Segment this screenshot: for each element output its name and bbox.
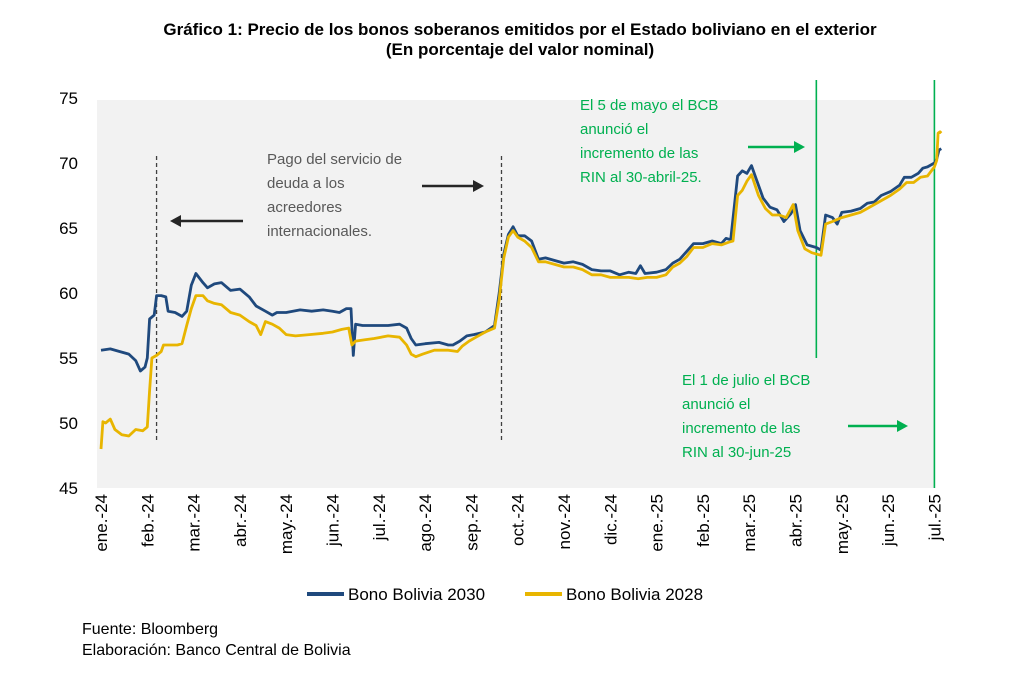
chart-title: Gráfico 1: Precio de los bonos soberanos… <box>163 20 877 39</box>
footer-author: Elaboración: Banco Central de Bolivia <box>82 642 351 659</box>
annotation-july-line-1: El 1 de julio el BCB <box>682 372 810 389</box>
y-tick-label: 55 <box>59 349 78 368</box>
chart-title-block: Gráfico 1: Precio de los bonos soberanos… <box>0 20 1020 60</box>
x-tick-label: mar.-25 <box>740 494 759 552</box>
x-tick-label: abr.-24 <box>231 494 250 547</box>
annotation-may-line-1: El 5 de mayo el BCB <box>580 97 718 114</box>
x-tick-label: nov.-24 <box>555 494 574 549</box>
series-lines <box>99 130 943 450</box>
footer-source: Fuente: Bloomberg <box>82 621 219 638</box>
x-axis-ticks: ene.-24 feb.-24 mar.-24 abr.-24 may.-24 jun.-… <box>92 494 944 554</box>
x-tick-label: abr.-25 <box>787 494 806 547</box>
x-tick-label: may.-25 <box>833 494 852 554</box>
x-tick-label: ene.-24 <box>92 494 111 552</box>
series-line-bono-2030 <box>100 147 942 373</box>
annotation-july: El 1 de julio el BCB anunció el incremen… <box>682 372 908 461</box>
x-tick-label: jul.-24 <box>370 494 389 541</box>
legend-label-2030: Bono Bolivia 2030 <box>348 585 485 604</box>
y-tick-label: 60 <box>59 284 78 303</box>
green-arrow-right-icon <box>748 141 805 153</box>
x-tick-label: sep.-24 <box>462 494 481 551</box>
y-tick-label: 70 <box>59 154 78 173</box>
x-tick-label: jul.-25 <box>925 494 944 541</box>
x-tick-label: dic.-24 <box>601 494 620 545</box>
annotation-debt-line-1: Pago del servicio de <box>267 151 402 168</box>
x-tick-label: ago.-24 <box>416 494 435 552</box>
annotation-may-line-3: incremento de las <box>580 145 698 162</box>
arrow-left-icon <box>170 215 243 227</box>
legend-label-2028: Bono Bolivia 2028 <box>566 585 703 604</box>
series-line-bono-2028 <box>99 130 943 450</box>
chart-subtitle: (En porcentaje del valor nominal) <box>385 40 655 59</box>
x-tick-label: ene.-25 <box>648 494 667 552</box>
x-tick-label: oct.-24 <box>509 494 528 546</box>
x-tick-label: feb.-24 <box>138 494 157 547</box>
annotation-may: El 5 de mayo el BCB anunció el increment… <box>580 97 805 186</box>
x-tick-label: feb.-25 <box>694 494 713 547</box>
green-arrow-right-icon <box>848 420 908 432</box>
y-tick-label: 65 <box>59 219 78 238</box>
annotation-debt-line-4: internacionales. <box>267 223 372 240</box>
y-axis-ticks: 45 50 55 60 65 70 75 <box>59 89 78 498</box>
annotation-debt-line-3: acreedores <box>267 199 342 216</box>
x-tick-label: may.-24 <box>277 494 296 554</box>
annotation-july-line-2: anunció el <box>682 396 750 413</box>
x-tick-label: jun.-24 <box>324 494 343 547</box>
x-tick-label: jun.-25 <box>879 494 898 547</box>
arrow-right-icon <box>422 180 484 192</box>
annotation-may-line-4: RIN al 30-abril-25. <box>580 169 702 186</box>
y-tick-label: 75 <box>59 89 78 108</box>
annotation-may-line-2: anunció el <box>580 121 648 138</box>
annotation-july-line-4: RIN al 30-jun-25 <box>682 444 791 461</box>
legend: Bono Bolivia 2030 Bono Bolivia 2028 <box>307 585 703 604</box>
annotation-debt-line-2: deuda a los <box>267 175 345 192</box>
y-tick-label: 50 <box>59 414 78 433</box>
annotation-debt-service: Pago del servicio de deuda a los acreedo… <box>170 151 484 240</box>
y-tick-label: 45 <box>59 479 78 498</box>
annotation-july-line-3: incremento de las <box>682 420 800 437</box>
plot-area-background <box>97 100 935 488</box>
x-tick-label: mar.-24 <box>185 494 204 552</box>
